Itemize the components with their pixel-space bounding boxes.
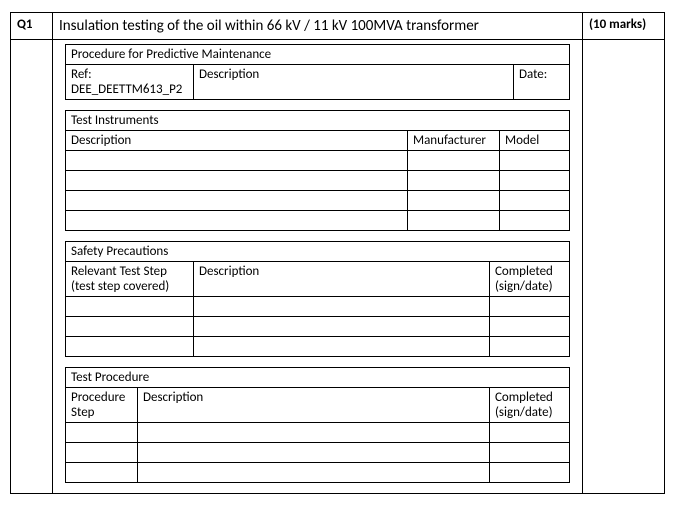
empty-cell — [489, 423, 569, 443]
instruments-rows — [66, 151, 570, 231]
instr-model-label: Model — [499, 131, 569, 151]
empty-cell — [489, 297, 569, 317]
table-row — [66, 297, 570, 317]
table-row — [66, 337, 570, 357]
procedure-date-label: Date: — [513, 65, 569, 100]
empty-cell — [66, 151, 408, 171]
empty-cell — [66, 191, 408, 211]
empty-cell — [138, 443, 490, 463]
procedure-desc-label: Description — [194, 65, 514, 100]
safety-title: Safety Precautions — [66, 242, 570, 262]
question-marks: (10 marks) — [583, 13, 665, 40]
empty-cell — [138, 463, 490, 483]
instruments-table: Test Instruments Description Manufacture… — [65, 110, 570, 231]
instruments-title: Test Instruments — [66, 111, 570, 131]
table-row — [66, 443, 570, 463]
empty-cell — [499, 171, 569, 191]
spacer-right — [583, 40, 665, 494]
empty-cell — [499, 151, 569, 171]
table-row — [66, 423, 570, 443]
question-body: Procedure for Predictive Maintenance Ref… — [53, 40, 583, 494]
table-row — [66, 191, 570, 211]
table-row — [66, 317, 570, 337]
empty-cell — [407, 151, 499, 171]
empty-cell — [66, 423, 138, 443]
instr-manu-label: Manufacturer — [407, 131, 499, 151]
table-row — [66, 463, 570, 483]
question-number: Q1 — [11, 13, 53, 40]
empty-cell — [194, 317, 490, 337]
empty-cell — [66, 297, 194, 317]
ref-cell: Ref: DEE_DEETTM613_P2 — [66, 65, 194, 100]
table-row — [66, 171, 570, 191]
empty-cell — [489, 443, 569, 463]
table-row — [66, 151, 570, 171]
safety-comp-label: Completed (sign/date) — [489, 262, 569, 297]
safety-step-label: Relevant Test Step (test step covered) — [66, 262, 194, 297]
test-procedure-table: Test Procedure Procedure Step Descriptio… — [65, 367, 570, 483]
question-title: Insulation testing of the oil within 66 … — [53, 13, 583, 40]
empty-cell — [66, 463, 138, 483]
ref-value: DEE_DEETTM613_P2 — [71, 82, 188, 97]
empty-cell — [138, 423, 490, 443]
ref-label: Ref: — [71, 67, 188, 82]
empty-cell — [66, 317, 194, 337]
empty-cell — [489, 317, 569, 337]
safety-table: Safety Precautions Relevant Test Step (t… — [65, 241, 570, 357]
empty-cell — [194, 337, 490, 357]
empty-cell — [66, 211, 408, 231]
empty-cell — [499, 191, 569, 211]
empty-cell — [499, 211, 569, 231]
empty-cell — [66, 171, 408, 191]
tproc-step-label: Procedure Step — [66, 388, 138, 423]
procedure-table: Procedure for Predictive Maintenance Ref… — [65, 44, 570, 100]
empty-cell — [194, 297, 490, 317]
spacer-left — [11, 40, 53, 494]
tproc-comp-label: Completed (sign/date) — [489, 388, 569, 423]
instr-desc-label: Description — [66, 131, 408, 151]
safety-rows — [66, 297, 570, 357]
empty-cell — [66, 443, 138, 463]
empty-cell — [489, 337, 569, 357]
tproc-desc-label: Description — [138, 388, 490, 423]
safety-desc-label: Description — [194, 262, 490, 297]
table-row — [66, 211, 570, 231]
question-grid: Q1 Insulation testing of the oil within … — [10, 12, 665, 494]
empty-cell — [489, 463, 569, 483]
tproc-rows — [66, 423, 570, 483]
empty-cell — [407, 171, 499, 191]
procedure-title: Procedure for Predictive Maintenance — [66, 45, 570, 65]
tproc-title: Test Procedure — [66, 368, 570, 388]
empty-cell — [66, 337, 194, 357]
empty-cell — [407, 191, 499, 211]
empty-cell — [407, 211, 499, 231]
